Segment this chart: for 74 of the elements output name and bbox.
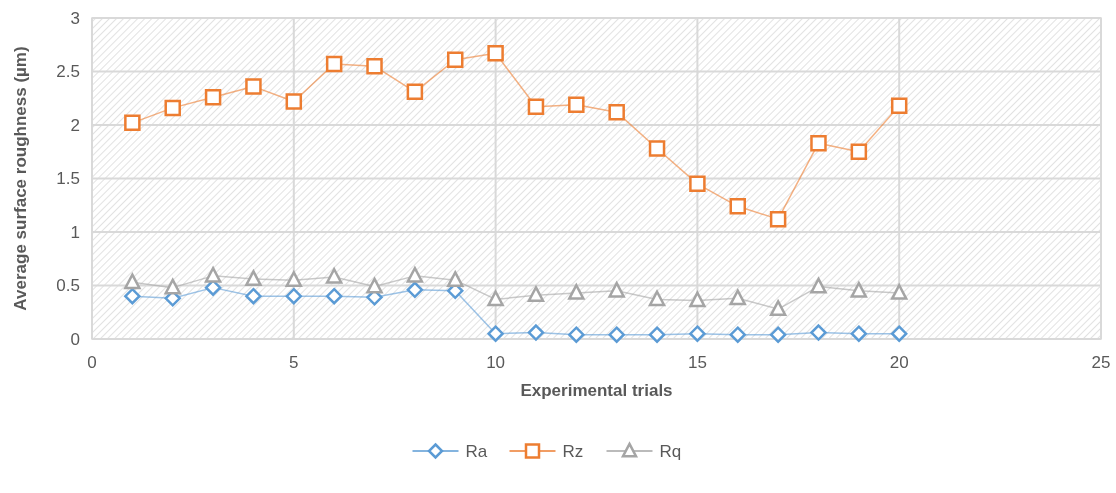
x-axis-title: Experimental trials (520, 381, 673, 400)
point (325, 287, 343, 305)
point (406, 266, 424, 283)
point (769, 300, 787, 316)
point (204, 266, 222, 283)
x-tick-label: 0 (87, 353, 97, 372)
point (325, 55, 343, 73)
y-tick-label: 3 (70, 8, 80, 28)
point (729, 289, 747, 306)
point (527, 286, 545, 302)
point (487, 45, 504, 62)
y-tick-label: 1.5 (56, 169, 80, 189)
point (124, 114, 141, 132)
point (608, 103, 625, 121)
point (446, 51, 464, 68)
point (245, 78, 262, 95)
point (769, 326, 787, 343)
point (608, 326, 625, 343)
point (689, 291, 706, 308)
point (164, 278, 181, 295)
point (245, 287, 262, 305)
point (527, 324, 545, 341)
point (446, 271, 464, 287)
y-tick-label: 0 (70, 329, 80, 349)
point (850, 281, 868, 298)
point (366, 57, 383, 75)
point (285, 287, 303, 305)
point (527, 98, 545, 116)
y-axis-title: Average surface roughness (µm) (11, 46, 30, 311)
point (769, 210, 787, 228)
point (285, 271, 303, 287)
point (366, 277, 383, 294)
point (810, 277, 827, 294)
y-tick-label: 2.5 (56, 62, 80, 82)
point (648, 326, 666, 343)
point (890, 325, 908, 342)
point (124, 273, 141, 290)
point (648, 140, 666, 157)
point (850, 325, 868, 342)
point (810, 134, 827, 152)
point (487, 325, 504, 342)
y-tick-label: 2 (70, 115, 80, 135)
point (810, 324, 827, 341)
x-tick-label: 20 (889, 353, 909, 372)
point (890, 284, 908, 300)
point (406, 281, 424, 299)
point (689, 325, 706, 342)
legend-label: Rq (659, 441, 682, 461)
point (164, 99, 181, 117)
point (689, 175, 706, 193)
point (487, 290, 504, 307)
y-tick-label: 1 (70, 222, 80, 242)
point (890, 97, 908, 114)
x-tick-label: 5 (289, 353, 299, 372)
point (245, 270, 262, 286)
point (568, 284, 585, 300)
point (568, 326, 585, 343)
point (325, 267, 343, 284)
point (729, 326, 747, 343)
point (406, 83, 424, 101)
legend-label: Ra (465, 441, 488, 461)
x-tick-label: 15 (687, 353, 707, 372)
point (648, 290, 666, 307)
x-tick-label: 10 (486, 353, 506, 372)
point (850, 143, 868, 160)
point (608, 281, 625, 298)
point (124, 287, 141, 305)
x-tick-label: 25 (1091, 353, 1111, 372)
legend-label: Rz (562, 441, 584, 461)
point (568, 96, 585, 113)
point (204, 88, 222, 106)
point (285, 93, 303, 110)
y-tick-label: 0.5 (56, 276, 80, 296)
point (729, 198, 747, 215)
